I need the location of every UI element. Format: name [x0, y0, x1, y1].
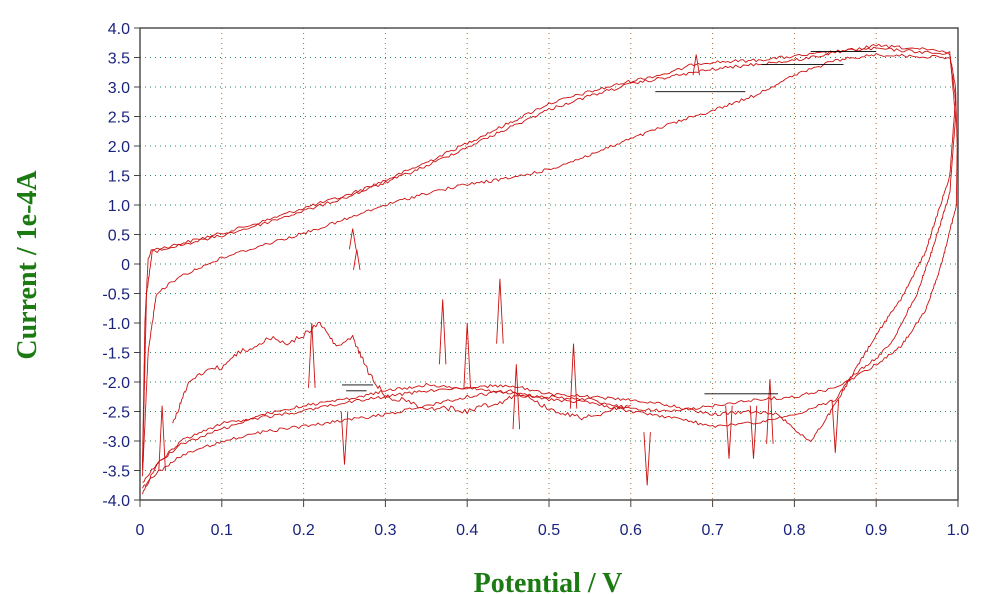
noise-spike — [438, 299, 447, 365]
y-tick-label: -2.5 — [102, 405, 130, 422]
y-tick-label: 3.5 — [108, 51, 130, 68]
trace-layer — [142, 43, 958, 495]
noise-spike — [692, 54, 700, 76]
y-tick-label: -1.5 — [102, 346, 130, 363]
x-axis-title: Potential / V — [474, 568, 623, 594]
x-tick-label: 0.2 — [292, 522, 314, 539]
y-tick-label: -4.0 — [102, 493, 130, 510]
y-tick-label: 0 — [121, 257, 130, 274]
x-tick-label: 0.6 — [620, 522, 642, 539]
noise-spike — [348, 228, 357, 250]
noise-spike — [725, 405, 733, 459]
noise-spike — [353, 249, 361, 270]
x-tick-label: 0.1 — [211, 522, 233, 539]
x-tick-label: 0.8 — [783, 522, 805, 539]
noise-spike — [569, 343, 578, 409]
noise-spike — [643, 432, 651, 486]
x-tick-label: 1.0 — [947, 522, 969, 539]
x-tick-label: 0 — [136, 522, 145, 539]
y-tick-label: -2.0 — [102, 375, 130, 392]
noise-spike — [463, 322, 471, 388]
noise-spike — [512, 364, 521, 430]
y-tick-label: 4.0 — [108, 21, 130, 38]
x-tick-label: 0.4 — [456, 522, 478, 539]
tick-layer: 0 0.1 0.2 0.3 0.4 0.5 0.6 0.7 0.8 0.9 1.0 4.0 3.5 3.0… — [102, 21, 969, 539]
noise-spike — [308, 322, 316, 388]
grid-layer — [140, 28, 958, 500]
y-axis-title: Current / 1e-4A — [12, 170, 43, 360]
y-tick-label: 2.0 — [108, 139, 130, 156]
x-tick-label: 0.7 — [701, 522, 723, 539]
noise-spike — [766, 379, 774, 444]
y-tick-label: -3.5 — [102, 464, 130, 481]
noise-spike — [749, 405, 758, 459]
noise-spike — [158, 405, 166, 471]
y-tick-label: 3.0 — [108, 80, 130, 97]
y-tick-label: 2.5 — [108, 110, 130, 127]
y-tick-label: 0.5 — [108, 228, 130, 245]
y-tick-label: -3.0 — [102, 434, 130, 451]
cv-trace-3 — [142, 53, 956, 495]
y-tick-label: -0.5 — [102, 287, 130, 304]
x-tick-label: 0.5 — [538, 522, 560, 539]
cv-trace-4 — [172, 321, 631, 424]
x-tick-label: 0.3 — [374, 522, 396, 539]
x-tick-label: 0.9 — [865, 522, 887, 539]
noise-spike — [831, 399, 840, 453]
cv-trace-2 — [142, 43, 956, 489]
noise-spike — [340, 411, 349, 465]
noise-spike — [496, 278, 504, 344]
y-tick-label: 1.0 — [108, 198, 130, 215]
y-tick-label: -1.0 — [102, 316, 130, 333]
y-tick-label: 1.5 — [108, 169, 130, 186]
